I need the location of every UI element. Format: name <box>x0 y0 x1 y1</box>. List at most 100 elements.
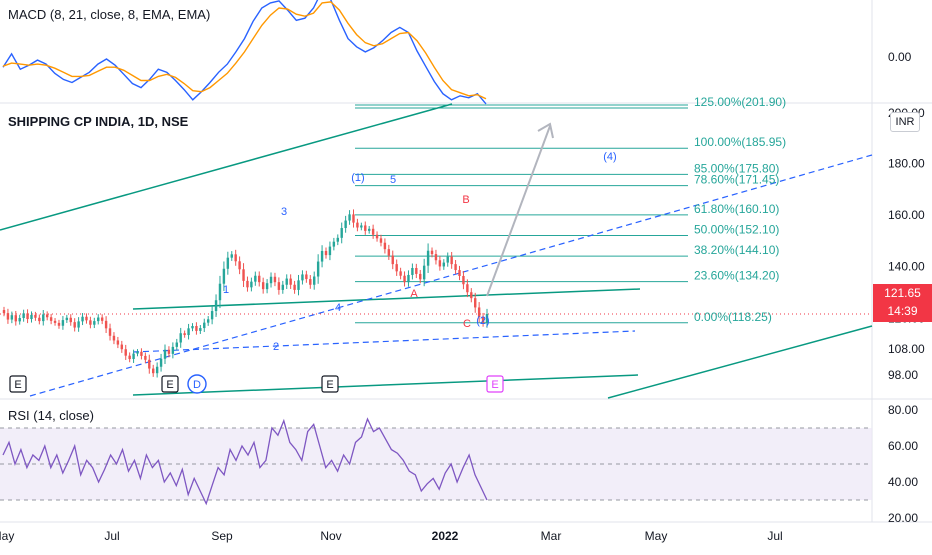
candle-body <box>297 280 300 290</box>
candle-body <box>116 340 120 345</box>
candle-body <box>152 368 155 374</box>
candle-body <box>466 284 469 293</box>
candle-body <box>81 316 84 322</box>
candle-body <box>210 311 214 320</box>
candle-body <box>399 271 402 276</box>
candle-body <box>352 214 355 223</box>
candle-body <box>2 310 6 314</box>
candle-body <box>112 335 116 341</box>
candle-body <box>450 256 453 265</box>
wave-label: 3 <box>281 206 287 218</box>
candle-body <box>442 262 446 267</box>
macd-panel-title: MACD (8, 21, close, 8, EMA, EMA) <box>8 7 211 22</box>
candle-body <box>261 282 265 290</box>
candle-body <box>93 321 96 325</box>
fib-level-label: 50.00%(152.10) <box>694 223 779 237</box>
candle-body <box>128 355 131 360</box>
candle-body <box>175 342 178 347</box>
candle-body <box>446 256 449 263</box>
fib-level-label: 78.60%(171.45) <box>694 173 779 187</box>
time-axis-tick: Nov <box>320 529 341 543</box>
candle-body <box>289 278 292 285</box>
wave-label: A <box>410 288 418 300</box>
wave-label: 1 <box>223 284 229 296</box>
time-axis-tick: Sep <box>211 529 233 543</box>
candle-body <box>387 249 391 256</box>
candle-body <box>293 284 296 290</box>
candle-body <box>371 228 375 235</box>
macd-signal-line <box>2 1 487 100</box>
candle-body <box>65 317 69 321</box>
candle-body <box>375 234 379 239</box>
candle-body <box>313 276 316 285</box>
candle-body <box>77 321 80 328</box>
candle-body <box>45 314 49 318</box>
fib-level-label: 125.00%(201.90) <box>694 95 786 109</box>
candle-body <box>108 328 112 336</box>
candle-body <box>328 246 332 256</box>
dashed-channel-line <box>132 330 636 353</box>
earnings-marker <box>321 375 339 393</box>
candle-body <box>305 274 308 280</box>
event-marker-label: E <box>491 379 498 391</box>
wave-label: C <box>463 318 471 330</box>
projection-arrow-head <box>537 122 554 139</box>
channel-lower-line <box>132 374 639 396</box>
candle-body <box>18 318 21 322</box>
candle-body <box>148 359 151 369</box>
currency-badge[interactable]: INR <box>890 112 920 132</box>
candle-body <box>285 278 288 285</box>
price-axis-tick: 160.00 <box>888 208 925 222</box>
candle-body <box>454 264 457 271</box>
candle-body <box>222 268 226 284</box>
candle-body <box>367 228 371 231</box>
candle-body <box>22 313 25 319</box>
candle-body <box>14 315 17 322</box>
candle-body <box>6 313 10 320</box>
candle-body <box>183 333 186 336</box>
wave-label: 5 <box>390 174 396 186</box>
rsi-axis-tick: 80.00 <box>888 403 918 417</box>
wave-label: 2 <box>273 341 279 353</box>
candle-body <box>159 358 163 367</box>
price-panel-title: SHIPPING CP INDIA, 1D, NSE <box>8 114 189 129</box>
candle-body <box>38 317 41 322</box>
candle-body <box>258 275 261 283</box>
candle-body <box>462 275 465 285</box>
candle-body <box>195 326 198 331</box>
fib-level-label: 38.20%(144.10) <box>694 243 779 257</box>
earnings-marker <box>161 375 179 393</box>
candle-body <box>277 282 281 290</box>
fib-level-label: 85.00%(175.80) <box>694 161 779 175</box>
rsi-panel-title: RSI (14, close) <box>8 408 94 423</box>
candle-body <box>163 349 167 359</box>
price-axis-tick: 140.00 <box>888 260 925 274</box>
candle-body <box>458 270 461 276</box>
candle-body <box>49 317 53 321</box>
candle-body <box>316 261 320 277</box>
event-marker-label: D <box>193 379 201 391</box>
upper-trend-line <box>0 103 453 231</box>
candle-body <box>265 283 269 290</box>
candle-body <box>379 238 383 243</box>
candle-body <box>61 320 65 326</box>
lower-trend-line <box>607 325 873 399</box>
candle-body <box>199 328 202 331</box>
candle-body <box>234 254 237 262</box>
candle-body <box>348 214 351 221</box>
earnings-marker <box>9 375 27 393</box>
time-axis-tick: May <box>0 529 14 543</box>
last-price-value: 121.65 <box>884 286 921 300</box>
candle-body <box>132 353 135 360</box>
candle-body <box>238 261 241 270</box>
projection-arrow <box>486 125 551 297</box>
candle-body <box>419 273 422 280</box>
candle-body <box>470 292 473 299</box>
candle-body <box>356 222 359 228</box>
candle-body <box>218 283 222 301</box>
candle-body <box>383 242 387 250</box>
candle-body <box>360 225 363 228</box>
candle-body <box>320 250 324 262</box>
